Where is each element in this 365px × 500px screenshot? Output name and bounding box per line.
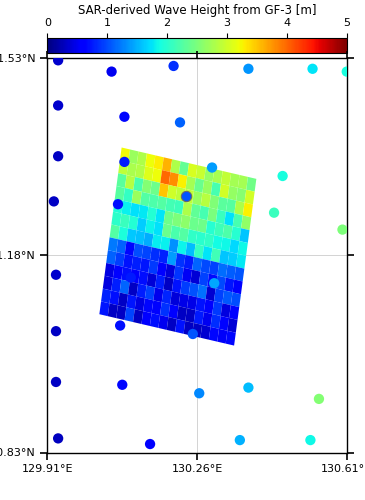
Point <box>339 226 345 234</box>
Point <box>190 330 196 338</box>
Point <box>55 152 61 160</box>
Point <box>53 271 59 279</box>
Point <box>147 440 153 448</box>
Point <box>280 172 285 180</box>
Point <box>109 68 115 76</box>
Point <box>53 327 59 335</box>
Point <box>177 118 183 126</box>
Point <box>316 395 322 403</box>
Point <box>246 65 251 73</box>
Point <box>122 158 127 166</box>
Point <box>55 434 61 442</box>
Point <box>171 62 177 70</box>
Point <box>310 65 315 73</box>
Point <box>211 279 217 287</box>
Point <box>246 384 251 392</box>
Point <box>128 274 134 281</box>
Point <box>115 200 121 208</box>
Point <box>119 381 125 389</box>
Point <box>237 436 243 444</box>
Point <box>209 164 215 172</box>
Point <box>344 68 350 76</box>
Point <box>271 208 277 216</box>
Point <box>55 102 61 110</box>
Point <box>55 56 61 64</box>
Point <box>184 192 189 200</box>
Point <box>307 436 313 444</box>
Point <box>51 198 57 205</box>
Point <box>117 322 123 330</box>
Title: SAR-derived Wave Height from GF-3 [m]: SAR-derived Wave Height from GF-3 [m] <box>78 4 316 16</box>
Point <box>196 389 202 397</box>
Point <box>53 378 59 386</box>
Point <box>122 113 127 121</box>
